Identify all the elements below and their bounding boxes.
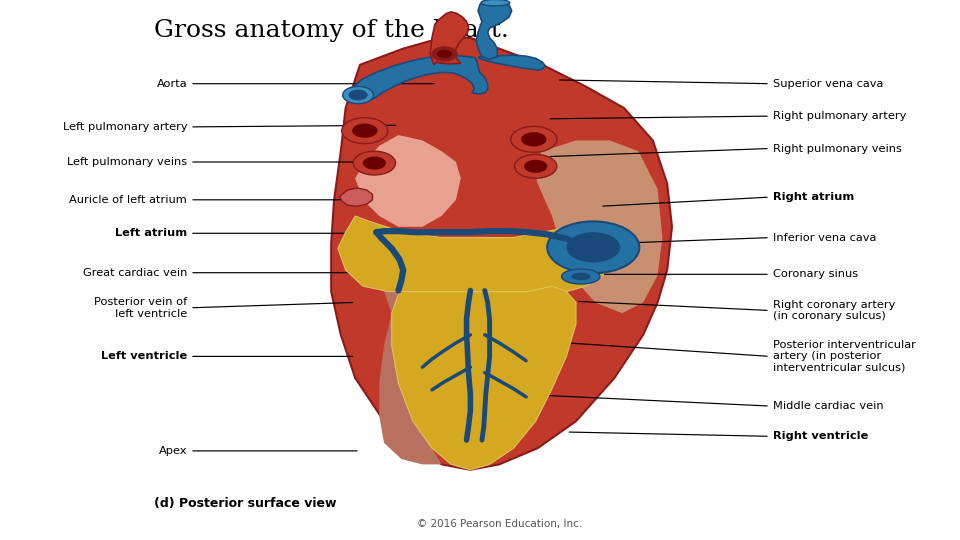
Circle shape (521, 132, 546, 146)
Text: Right ventricle: Right ventricle (773, 431, 868, 441)
Text: Left pulmonary veins: Left pulmonary veins (67, 157, 187, 167)
Ellipse shape (571, 273, 590, 280)
Polygon shape (341, 221, 442, 464)
Circle shape (342, 118, 388, 144)
Text: Gross anatomy of the heart.: Gross anatomy of the heart. (154, 19, 509, 42)
Polygon shape (533, 140, 662, 313)
Circle shape (515, 154, 557, 178)
Text: © 2016 Pearson Education, Inc.: © 2016 Pearson Education, Inc. (417, 519, 582, 529)
Ellipse shape (481, 0, 510, 6)
Text: Posterior vein of
left ventricle: Posterior vein of left ventricle (94, 297, 187, 319)
Circle shape (432, 47, 457, 61)
Text: Aorta: Aorta (156, 79, 187, 89)
Text: Auricle of left atrium: Auricle of left atrium (69, 195, 187, 205)
Text: Right atrium: Right atrium (773, 192, 854, 202)
Circle shape (353, 151, 396, 175)
Circle shape (363, 157, 386, 170)
Ellipse shape (562, 269, 600, 284)
Polygon shape (476, 1, 512, 59)
Text: Right pulmonary artery: Right pulmonary artery (773, 111, 906, 121)
Text: Left ventricle: Left ventricle (101, 352, 187, 361)
Text: Posterior interventricular
artery (in posterior
interventricular sulcus): Posterior interventricular artery (in po… (773, 340, 916, 373)
Polygon shape (348, 55, 488, 102)
Polygon shape (331, 38, 672, 470)
Text: Middle cardiac vein: Middle cardiac vein (773, 401, 883, 411)
Polygon shape (340, 188, 372, 206)
Text: Left pulmonary artery: Left pulmonary artery (62, 122, 187, 132)
Circle shape (547, 221, 639, 273)
Text: (d) Posterior surface view: (d) Posterior surface view (154, 497, 336, 510)
Text: Great cardiac vein: Great cardiac vein (83, 268, 187, 278)
Circle shape (343, 86, 373, 104)
Text: Inferior vena cava: Inferior vena cava (773, 233, 876, 242)
Polygon shape (430, 12, 468, 65)
Text: Apex: Apex (158, 446, 187, 456)
Polygon shape (338, 216, 610, 292)
Text: Left atrium: Left atrium (115, 228, 187, 238)
Circle shape (348, 90, 368, 100)
Polygon shape (392, 286, 576, 470)
Circle shape (352, 124, 377, 138)
Text: Right pulmonary veins: Right pulmonary veins (773, 144, 901, 153)
Circle shape (511, 126, 557, 152)
Text: Right coronary artery
(in coronary sulcus): Right coronary artery (in coronary sulcu… (773, 300, 895, 321)
Polygon shape (478, 55, 545, 70)
Polygon shape (355, 135, 461, 227)
Text: Superior vena cava: Superior vena cava (773, 79, 883, 89)
Text: Coronary sinus: Coronary sinus (773, 269, 858, 279)
Circle shape (566, 232, 620, 262)
Circle shape (437, 50, 452, 58)
Circle shape (524, 160, 547, 173)
